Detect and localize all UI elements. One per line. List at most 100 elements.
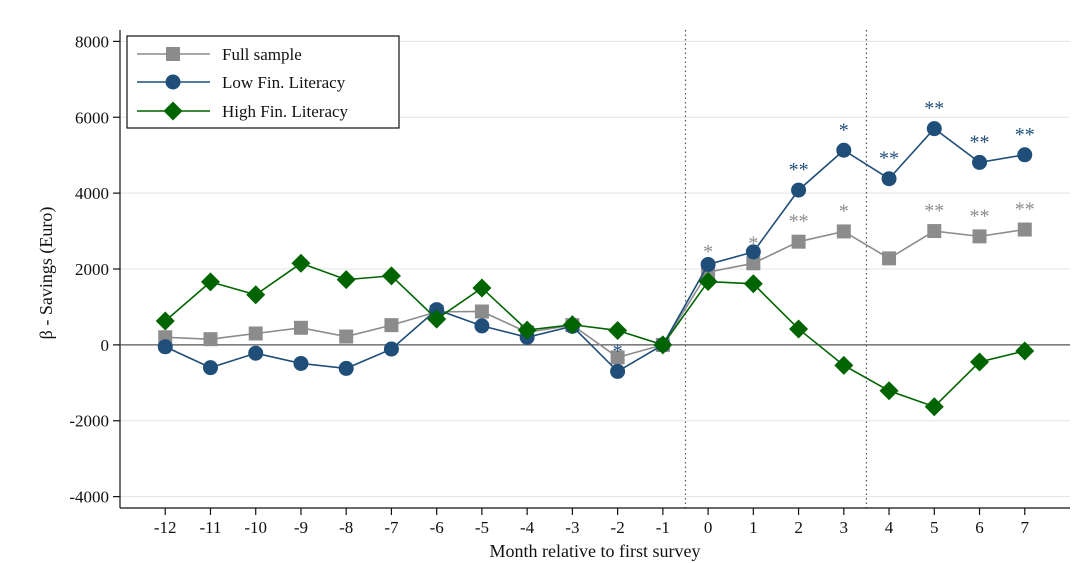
data-point [879, 381, 899, 401]
x-tick-label: -10 [244, 518, 267, 537]
significance-label: * [703, 241, 713, 263]
y-tick-label: 6000 [75, 108, 109, 127]
y-tick-label: -2000 [69, 412, 109, 431]
legend-marker [165, 74, 181, 90]
data-point [336, 270, 356, 290]
data-point [293, 320, 308, 335]
data-point [610, 363, 626, 379]
significance-label: * [839, 119, 849, 141]
x-tick-label: -1 [656, 518, 670, 537]
x-axis-title: Month relative to first survey [490, 541, 701, 561]
data-point [834, 355, 854, 375]
significance-label: * [748, 232, 758, 254]
data-point [293, 355, 309, 371]
series-low-fin-literacy [157, 121, 1033, 379]
significance-label: ** [924, 98, 944, 120]
x-tick-label: 6 [975, 518, 984, 537]
legend-label-full-sample: Full sample [222, 45, 302, 64]
y-axis-title: β - Savings (Euro) [36, 207, 57, 340]
data-point [608, 320, 628, 340]
x-tick-label: 1 [749, 518, 758, 537]
data-point [926, 121, 942, 137]
data-point [203, 332, 218, 347]
data-point [474, 304, 489, 319]
data-point [1015, 341, 1035, 361]
data-point [562, 315, 582, 335]
data-point [836, 224, 851, 239]
significance-labels: * *** * ** ** ************ ** [613, 98, 1035, 363]
data-point [882, 251, 897, 266]
series-line [164, 127, 1025, 373]
legend-label-high-fin-literacy: High Fin. Literacy [222, 102, 349, 121]
series [155, 121, 1035, 417]
data-point [157, 339, 173, 355]
significance-label: ** [970, 131, 990, 153]
data-point [155, 311, 175, 331]
significance-label: ** [970, 205, 990, 227]
x-tick-label: 0 [704, 518, 713, 537]
x-tick-label: -2 [611, 518, 625, 537]
x-tick-label: 3 [840, 518, 849, 537]
data-point [927, 224, 942, 239]
data-point [383, 341, 399, 357]
data-point [381, 266, 401, 286]
data-point [791, 234, 806, 249]
x-tick-label: -12 [154, 518, 177, 537]
data-point [472, 278, 492, 298]
data-point [743, 274, 763, 294]
x-tick-label: 7 [1021, 518, 1030, 537]
data-point [789, 319, 809, 339]
series-full-sample [158, 222, 1032, 365]
x-tick-label: 4 [885, 518, 894, 537]
series-line [165, 228, 1025, 359]
reference-lines [684, 30, 868, 508]
data-point [698, 272, 718, 292]
x-tick-label: -9 [294, 518, 308, 537]
significance-label: ** [1015, 124, 1035, 146]
data-point [970, 352, 990, 372]
legend: Full sample Low Fin. Literacy High Fin. … [126, 35, 400, 129]
y-tick-label: 8000 [75, 32, 109, 51]
data-point [972, 154, 988, 170]
significance-label: ** [789, 159, 809, 181]
series-line [164, 262, 1025, 408]
significance-label: ** [924, 200, 944, 222]
significance-label: ** [1015, 199, 1035, 221]
x-tick-label: 2 [794, 518, 803, 537]
data-point [791, 182, 807, 198]
data-point [248, 326, 263, 341]
data-point [339, 329, 354, 344]
x-tick-label: -11 [199, 518, 221, 537]
y-ticks: -4000 -2000 0 2000 4000 6000 8000 [69, 32, 120, 507]
data-point [200, 272, 220, 292]
data-point [202, 360, 218, 376]
y-tick-label: 0 [101, 336, 110, 355]
x-tick-label: -4 [520, 518, 535, 537]
data-point [610, 350, 625, 365]
data-point [427, 309, 447, 329]
x-tick-label: -3 [565, 518, 579, 537]
data-point [384, 318, 399, 333]
x-ticks: -12 -11 -10 -9 -8 -7 -6 -5 -4 -3 -2 -1 0 1 2 3 4 5 6 7 [154, 508, 1030, 537]
y-tick-label: 4000 [75, 184, 109, 203]
data-point [1017, 222, 1032, 237]
data-point [291, 253, 311, 273]
x-tick-label: 5 [930, 518, 939, 537]
data-point [338, 360, 354, 376]
data-point [517, 320, 537, 340]
data-point [972, 229, 987, 244]
legend-marker [163, 101, 183, 121]
data-point [745, 244, 761, 260]
x-tick-label: -8 [339, 518, 353, 537]
data-point [881, 171, 897, 187]
legend-marker [166, 47, 180, 61]
legend-label-low-fin-literacy: Low Fin. Literacy [222, 73, 346, 92]
data-point [248, 345, 264, 361]
significance-label: * [839, 200, 849, 222]
data-point [653, 335, 673, 355]
data-point [700, 256, 716, 272]
series-high-fin-literacy [155, 253, 1035, 417]
x-tick-label: -5 [475, 518, 489, 537]
data-point [924, 397, 944, 417]
